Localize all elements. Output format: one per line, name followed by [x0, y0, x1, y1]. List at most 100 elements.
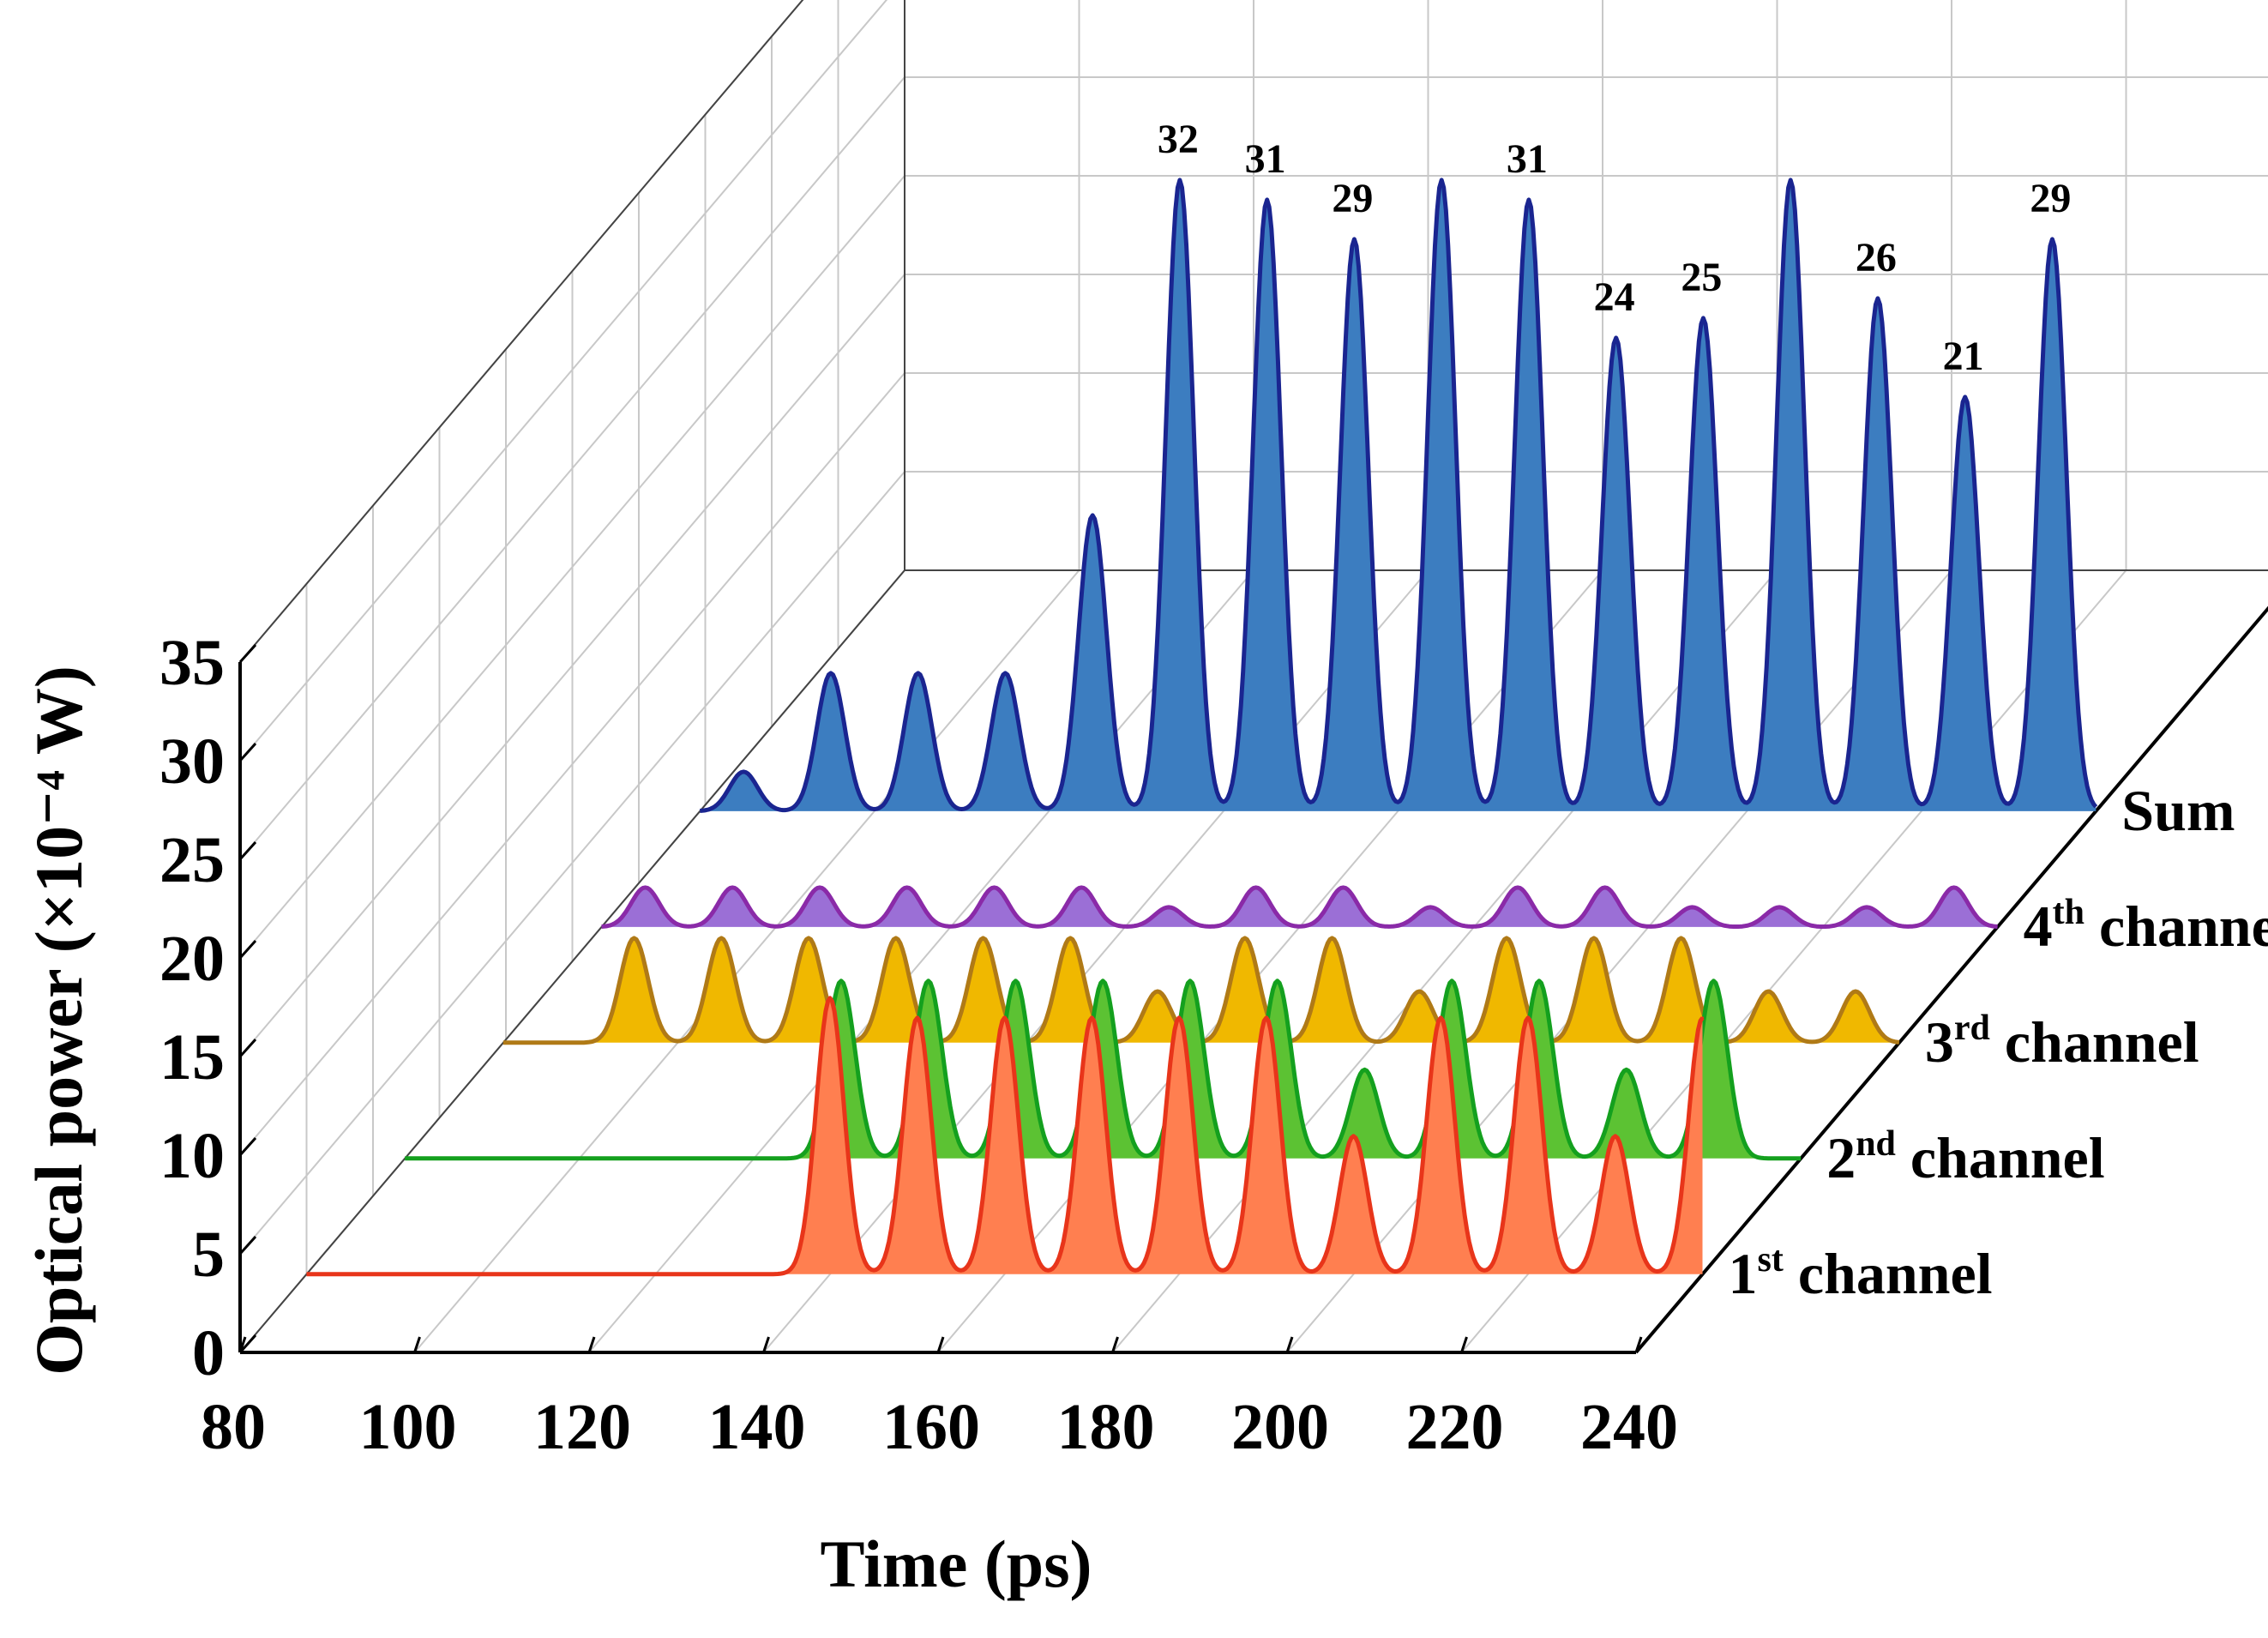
series-area — [306, 997, 1703, 1274]
peak-point — [1789, 178, 1792, 182]
peak-point — [917, 671, 920, 675]
peak-point — [644, 886, 647, 889]
series-label-4: 4th channel — [2024, 893, 2268, 959]
peak-point — [916, 1016, 919, 1020]
peak-point — [1167, 906, 1170, 909]
peak-point — [1952, 886, 1956, 889]
peak-point — [1865, 906, 1868, 909]
peak-point — [1003, 671, 1007, 675]
series-area — [601, 887, 1998, 927]
peak-point — [927, 979, 930, 983]
peak-point — [1265, 1016, 1268, 1020]
peak-point — [1526, 1016, 1530, 1020]
peak-annotation-5: 25 — [1681, 255, 1722, 300]
peak-point — [1090, 1016, 1093, 1020]
y-tick-mark-5 — [238, 840, 257, 861]
series-label-2: 2nd channel — [1826, 1124, 2104, 1190]
axes-frame — [238, 0, 2268, 1354]
peak-point — [839, 979, 843, 983]
peak-point — [1527, 198, 1531, 202]
peak-point — [1615, 336, 1618, 340]
peak-point — [1712, 979, 1715, 983]
series-line — [700, 178, 2098, 813]
x-tick-label-7: 220 — [1406, 1391, 1504, 1463]
peak-annotation-4: 24 — [1594, 274, 1635, 320]
floor-gridline-7 — [1460, 569, 2127, 1353]
peak-point — [829, 671, 833, 675]
y-tick-mark-3 — [238, 1038, 257, 1058]
peak-point — [1003, 1016, 1006, 1020]
peak-point — [1243, 936, 1247, 940]
peak-point — [818, 886, 821, 889]
x-tick-mark-1 — [413, 1336, 421, 1353]
peak-point — [1101, 979, 1104, 983]
series-1 — [306, 996, 1705, 1277]
y-tick-label-1: 5 — [192, 1219, 225, 1291]
peak-point — [1068, 936, 1072, 940]
peak-point — [1854, 990, 1857, 993]
y-tick-label-5: 25 — [159, 824, 225, 896]
peak-point — [1505, 936, 1508, 940]
peak-point — [1342, 886, 1345, 889]
peak-point — [1080, 886, 1083, 889]
peak-point — [2050, 238, 2054, 241]
x-axis-title: Time (ps) — [820, 1527, 1092, 1601]
series-5 — [700, 178, 2098, 813]
depth-axis-line — [1634, 605, 2268, 1354]
peak-annotation-3: 31 — [1507, 136, 1548, 182]
y-axis-title: Optical power (×10⁻⁴ W) — [21, 665, 96, 1376]
y-tick-label-0: 0 — [192, 1317, 225, 1389]
peak-point — [1178, 178, 1182, 182]
x-tick-label-6: 200 — [1231, 1391, 1329, 1463]
peak-point — [1014, 979, 1017, 983]
peak-point — [982, 936, 984, 940]
x-tick-mark-7 — [1460, 1336, 1468, 1353]
peak-point — [894, 936, 898, 940]
peak-point — [905, 886, 909, 889]
y-tick-label-3: 15 — [159, 1021, 225, 1093]
label-layer: 80 100 120 140 160 180 200 220 240 0 5 10 15 20 25 30 35… — [159, 117, 2268, 1463]
peak-point — [1614, 1135, 1617, 1138]
series-4 — [601, 885, 1998, 929]
x-tick-label-8: 240 — [1580, 1391, 1678, 1463]
x-tick-label-2: 120 — [533, 1391, 631, 1463]
y-tick-mark-6 — [238, 742, 257, 762]
x-tick-mark-8 — [1634, 1336, 1643, 1353]
left-top-edge — [239, 0, 804, 663]
y-tick-mark-2 — [238, 1136, 257, 1157]
peak-point — [1439, 1016, 1442, 1020]
x-tick-mark-3 — [762, 1336, 770, 1353]
peak-annotation-0: 32 — [1158, 117, 1199, 162]
peak-point — [1876, 297, 1880, 300]
peak-point — [1352, 238, 1356, 241]
peak-point — [1091, 514, 1094, 517]
peak-point — [633, 936, 635, 940]
peak-point — [1352, 1135, 1355, 1138]
y-tick-mark-7 — [238, 643, 257, 664]
peak-point — [719, 936, 723, 940]
peak-point — [1701, 1016, 1704, 1020]
peak-point — [807, 936, 810, 940]
x-tick-mark-6 — [1285, 1336, 1294, 1353]
series-line — [601, 885, 1998, 929]
peak-annotation-7: 21 — [1943, 334, 1984, 379]
peak-annotation-8: 29 — [2030, 176, 2071, 221]
x-tick-label-3: 140 — [708, 1391, 806, 1463]
peak-point — [1429, 906, 1432, 909]
x-tick-label-0: 80 — [201, 1391, 266, 1463]
floor-gridline-4 — [937, 569, 1603, 1353]
peak-point — [1276, 979, 1279, 983]
peak-point — [1680, 936, 1682, 940]
peak-point — [1701, 316, 1705, 320]
peak-point — [1537, 979, 1541, 983]
peak-annotation-6: 26 — [1856, 235, 1897, 280]
peak-point — [1417, 990, 1421, 993]
y-tick-mark-0 — [238, 1334, 257, 1354]
peak-point — [1516, 886, 1519, 889]
peak-point — [742, 770, 745, 774]
peak-point — [1778, 906, 1781, 909]
x-tick-label-4: 160 — [882, 1391, 980, 1463]
peak-point — [1254, 886, 1258, 889]
peak-point — [731, 886, 734, 889]
